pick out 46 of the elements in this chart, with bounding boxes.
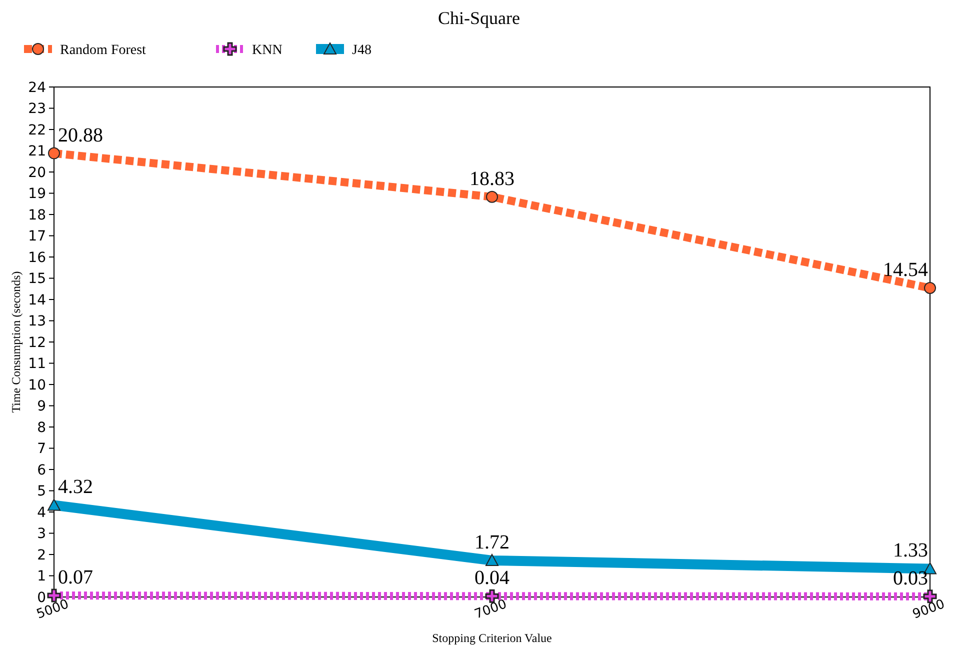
y-tick-label: 1 (37, 568, 46, 585)
legend-label: KNN (252, 43, 282, 58)
y-tick-label: 20 (28, 164, 46, 181)
x-tick-label: 9000 (910, 597, 947, 622)
point (924, 282, 936, 294)
y-tick-label: 16 (28, 250, 46, 266)
legend-label: Random Forest (60, 43, 146, 58)
y-tick-label: 17 (28, 228, 46, 245)
y-tick-label: 7 (37, 441, 46, 458)
y-tick-label: 18 (28, 207, 46, 224)
y-tick-label: 6 (37, 462, 46, 478)
y-tick-label: 3 (37, 526, 46, 542)
point (486, 190, 498, 203)
y-tick-label: 9 (37, 398, 46, 415)
point (48, 498, 60, 511)
legend-label: J48 (352, 43, 372, 58)
data-label: 14.54 (883, 259, 928, 282)
data-label: 0.03 (893, 567, 928, 590)
data-label: 4.32 (58, 476, 93, 498)
y-tick-label: 12 (28, 334, 46, 351)
y-tick-label: 22 (28, 122, 46, 138)
data-label: 0.07 (58, 566, 93, 589)
data-label: 1.33 (893, 540, 928, 562)
data-label: 1.72 (474, 531, 510, 554)
point (486, 554, 498, 566)
chart-title: Chi-Square (438, 8, 520, 28)
y-tick-label: 2 (37, 547, 46, 564)
data-label: 0.04 (474, 567, 510, 590)
point (48, 147, 60, 160)
x-tick-label: 7000 (472, 597, 509, 622)
x-axis-title: Stopping Criterion Value (432, 631, 552, 645)
y-axis-title: Time Consumption (seconds) (9, 271, 23, 413)
y-tick-label: 13 (28, 314, 46, 330)
y-tick-label: 19 (28, 186, 46, 202)
y-tick-label: 14 (28, 292, 46, 308)
y-tick-label: 15 (28, 271, 46, 288)
y-tick-label: 5 (37, 484, 46, 500)
data-label: 20.88 (58, 124, 103, 146)
y-tick-label: 8 (37, 420, 46, 436)
y-tick-label: 24 (28, 80, 46, 96)
y-tick-label: 10 (28, 377, 46, 394)
data-label: 18.83 (470, 168, 514, 190)
y-tick-label: 23 (28, 101, 46, 118)
y-tick-label: 21 (28, 144, 46, 160)
y-tick-label: 4 (37, 504, 46, 521)
y-tick-label: 11 (28, 356, 46, 372)
